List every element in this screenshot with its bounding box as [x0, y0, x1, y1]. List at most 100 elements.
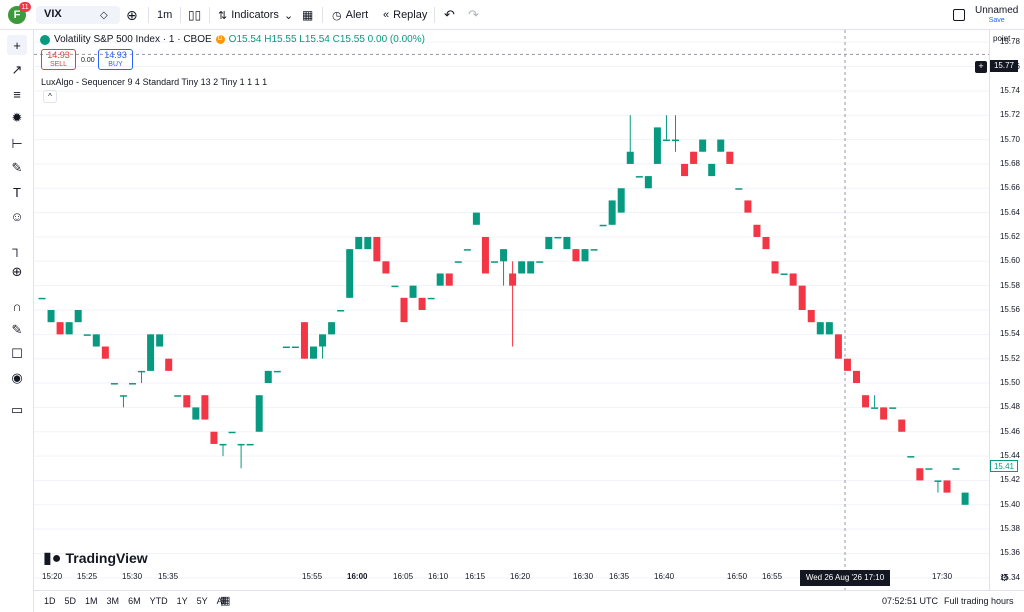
candle [762, 236, 770, 250]
zoom-in-icon[interactable]: ⊕ [11, 264, 23, 279]
symbol-search-button[interactable]: VIX [36, 6, 120, 24]
text-icon[interactable]: T [13, 184, 21, 200]
candle-body [47, 310, 55, 323]
crosshair-icon[interactable]: + [7, 35, 27, 55]
forecasting-icon[interactable]: ⊢ [11, 136, 23, 151]
session-selector[interactable]: Full trading hours [944, 596, 1014, 606]
magnet-icon[interactable]: ∩ [12, 298, 22, 314]
add-symbol-icon[interactable]: ⊕ [126, 6, 138, 23]
range-button-5y[interactable]: 5Y [196, 596, 208, 606]
candle-body [843, 358, 851, 371]
candle [934, 480, 942, 493]
candle-body [147, 334, 155, 371]
brush-icon[interactable]: ✎ [11, 160, 23, 175]
candle-body [219, 443, 227, 446]
candle-body [210, 431, 218, 444]
candle-body [463, 249, 471, 251]
tv-logo-icon: ▮● [43, 550, 62, 567]
indicator-legend[interactable]: LuxAlgo - Sequencer 9 4 Standard Tiny 13… [41, 77, 268, 87]
replay-button[interactable]: «Replay [383, 6, 427, 24]
candle [617, 188, 625, 213]
compare-icon[interactable]: ◇ [100, 9, 108, 21]
layout-icon[interactable] [953, 9, 965, 21]
ruler-icon[interactable]: ┐ [12, 240, 22, 256]
lock-drawing-icon[interactable]: ✎ [11, 322, 23, 337]
candle [554, 236, 562, 239]
emoji-icon[interactable]: ☺ [10, 208, 24, 224]
candle-body [690, 151, 698, 164]
range-button-1m[interactable]: 1M [85, 596, 98, 606]
chart-pane[interactable] [34, 30, 989, 590]
candle [862, 395, 870, 408]
candle-body [201, 395, 209, 420]
eye-icon[interactable]: ◉ [11, 370, 23, 385]
price-axis[interactable]: point 15.7815.7615.7415.7215.7015.6815.6… [989, 30, 1024, 590]
range-button-5d[interactable]: 5D [64, 596, 77, 606]
candle [491, 261, 498, 263]
axis-settings-icon[interactable]: ⚙ [1000, 573, 1009, 584]
buy-button[interactable]: 14.93 BUY [98, 49, 133, 70]
alert-button[interactable]: ◷ Alert [332, 6, 368, 24]
layout-name-button[interactable]: Unnamed Save [975, 6, 1018, 26]
time-tick: 15:20 [42, 572, 63, 581]
candle [871, 395, 879, 409]
tradingview-logo[interactable]: ▮● TradingView [43, 548, 148, 568]
candle [246, 443, 254, 446]
trash-icon[interactable]: ▭ [10, 402, 24, 417]
range-button-ytd[interactable]: YTD [149, 596, 168, 606]
undo-icon[interactable]: ↶ [444, 7, 455, 22]
replay-label: Replay [393, 9, 428, 21]
candle-body [500, 249, 508, 262]
add-alert-icon[interactable]: + [975, 61, 987, 73]
range-button-3m[interactable]: 3M [106, 596, 120, 606]
candle-body [92, 334, 100, 347]
range-button-all[interactable]: All [216, 596, 227, 606]
price-tick: 15.60 [999, 256, 1020, 266]
candle [38, 297, 46, 300]
candle-body [291, 346, 299, 349]
candle-body [373, 236, 381, 262]
avatar-letter: F [13, 9, 21, 21]
candle [156, 334, 164, 347]
time-tick: 17:30 [932, 572, 953, 581]
sell-button[interactable]: 14.93 SELL [41, 49, 76, 70]
candle [644, 176, 652, 189]
candlestick-chart[interactable] [34, 30, 989, 590]
redo-icon[interactable]: ↷ [468, 7, 479, 22]
drawing-toolbar: + ↗ ≡ ✹ ⊢ ✎ T ☺ ┐ ⊕ ∩ ✎ ☐ ◉ ▭ [0, 30, 34, 612]
candle [961, 492, 969, 505]
candle-body [635, 176, 643, 178]
candle [346, 249, 354, 298]
indicators-dropdown-icon[interactable]: ⌄ [284, 9, 294, 22]
candle [500, 249, 508, 286]
candle-body [509, 273, 517, 286]
price-tick: 15.70 [999, 134, 1020, 144]
candle [310, 346, 317, 359]
candle-body [853, 370, 860, 384]
calendar-icon[interactable]: ▦ [220, 595, 231, 607]
interval-button[interactable]: 1m [157, 6, 172, 24]
series-title[interactable]: Volatility S&P 500 Index · 1 · CBOE [54, 34, 212, 45]
market-status-icon [40, 34, 50, 45]
candle-type-icon[interactable]: ▯▯ [188, 8, 202, 22]
candle [726, 151, 734, 164]
trend-line-icon[interactable]: ↗ [11, 62, 23, 77]
candle-body [699, 139, 707, 152]
collapse-legend-button[interactable]: ^ [43, 90, 57, 103]
indicators-button[interactable]: ⇅ Indicators [218, 6, 279, 24]
candle [74, 310, 82, 323]
range-button-1y[interactable]: 1Y [176, 596, 188, 606]
templates-icon[interactable]: ▦ [302, 8, 314, 22]
utc-clock[interactable]: 07:52:51 UTC [882, 596, 939, 606]
candle-body [310, 346, 317, 359]
candle-body [952, 468, 960, 470]
candle [364, 236, 372, 250]
candle [853, 370, 860, 384]
chevron-up-icon: ^ [48, 92, 52, 101]
lock-icon[interactable]: ☐ [11, 346, 23, 361]
range-button-6m[interactable]: 6M [128, 596, 141, 606]
range-button-1d[interactable]: 1D [44, 596, 56, 606]
pattern-icon[interactable]: ✹ [11, 110, 23, 125]
candle [400, 297, 408, 323]
fib-retracement-icon[interactable]: ≡ [13, 86, 21, 102]
